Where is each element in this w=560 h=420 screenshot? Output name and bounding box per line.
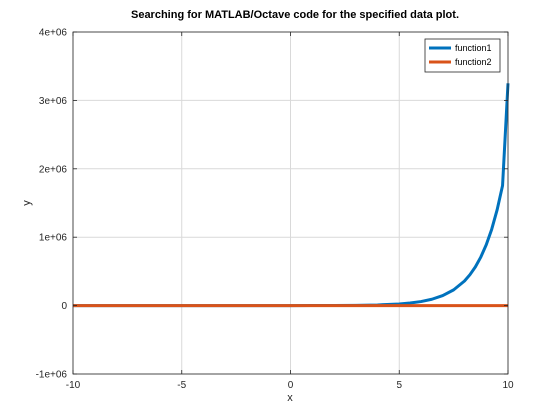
legend-label-function1: function1 [455,43,492,53]
x-axis-label: x [287,392,293,404]
legend-label-function2: function2 [455,57,492,67]
y-tick-label: 2e+06 [39,164,68,175]
y-tick-label: -1e+06 [36,370,68,381]
y-tick-label: 0 [61,301,67,312]
x-tick-label: -10 [66,380,81,391]
x-tick-label: 10 [502,380,514,391]
legend: function1 function2 [424,38,501,73]
plot-area: -10 -5 0 5 10 -1e+06 0 1e+06 2e+06 3e+06 4e+06 func… [36,28,514,392]
legend-box [424,38,501,73]
y-tick-label: 1e+06 [39,233,68,244]
y-axis-label: y [21,200,33,206]
x-tick-label: -5 [177,380,186,391]
x-tick-label: 5 [396,380,402,391]
chart-title: Searching for MATLAB/Octave code for the… [131,9,459,21]
y-tick-label: 3e+06 [39,96,68,107]
y-tick-label: 4e+06 [39,28,68,39]
x-tick-label: 0 [288,380,294,391]
